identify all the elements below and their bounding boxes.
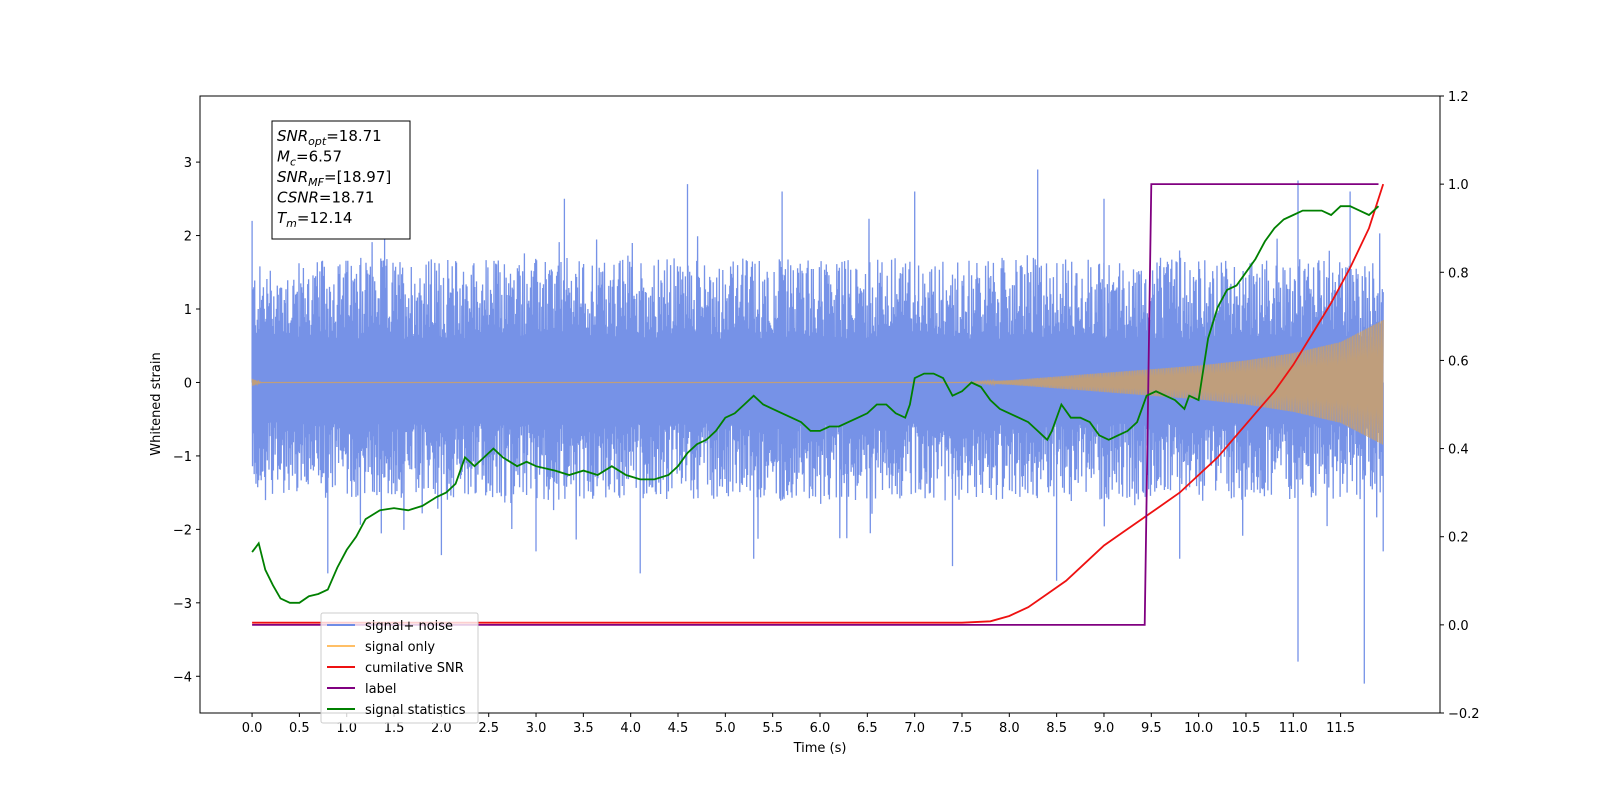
legend: signal+ noise signal only cumilative SNR la… <box>320 612 479 724</box>
x-tick-label: 1.5 <box>384 721 405 736</box>
x-tick-label: 2.5 <box>478 721 499 736</box>
y-left-tick-label: 2 <box>184 230 192 245</box>
info-line: Tm=12.14 <box>277 209 352 230</box>
x-tick-label: 2.0 <box>431 721 452 736</box>
ticks-layer: 0.0 0.5 1.0 1.5 2.0 2.5 3.0 3.5 4.0 4.5 5.0 5.5 6.0 6… <box>173 90 1480 736</box>
legend-label: signal+ noise <box>365 619 453 634</box>
y-left-tick-label: 0 <box>184 376 192 391</box>
x-tick-label: 1.0 <box>336 721 357 736</box>
y-left-tick-label: 3 <box>184 156 192 171</box>
y-left-tick-label: −1 <box>173 450 192 465</box>
y-left-tick-label: −2 <box>173 523 192 538</box>
legend-label: signal only <box>365 640 435 655</box>
x-tick-label: 9.5 <box>1141 721 1162 736</box>
x-tick-label: 4.0 <box>620 721 641 736</box>
y-right-tick-label: 0.6 <box>1448 354 1469 369</box>
y-right-tick-label: 0.8 <box>1448 266 1469 281</box>
x-tick-label: 11.0 <box>1279 721 1308 736</box>
legend-label: label <box>365 682 396 697</box>
y-left-tick-label: −3 <box>173 597 192 612</box>
x-tick-label: 0.5 <box>289 721 310 736</box>
legend-frame <box>320 612 479 724</box>
series-signal-only <box>251 319 1384 445</box>
y-right-tick-label: 0.2 <box>1448 531 1469 546</box>
x-tick-label: 8.5 <box>1046 721 1067 736</box>
info-line: Mc=6.57 <box>277 148 342 169</box>
x-tick-label: 10.5 <box>1231 721 1260 736</box>
y-right-tick-label: 1.0 <box>1448 178 1469 193</box>
x-axis-label: Time (s) <box>793 741 847 756</box>
info-line: SNRopt=18.71 <box>277 127 382 148</box>
x-tick-label: 5.0 <box>715 721 736 736</box>
info-line: CSNR=18.71 <box>277 189 374 207</box>
x-tick-label: 0.0 <box>242 721 263 736</box>
x-tick-label: 3.5 <box>573 721 594 736</box>
x-tick-label: 6.0 <box>810 721 831 736</box>
x-tick-label: 6.5 <box>857 721 878 736</box>
plot-layer <box>251 169 1385 684</box>
y-right-tick-label: 1.2 <box>1448 90 1469 105</box>
y-left-tick-label: −4 <box>173 670 192 685</box>
x-tick-label: 4.5 <box>668 721 689 736</box>
info-box-frame <box>271 120 411 240</box>
y-left-tick-label: 1 <box>184 303 192 318</box>
y-right-tick-label: 0.0 <box>1448 619 1469 634</box>
x-tick-label: 10.0 <box>1184 721 1213 736</box>
legend-label: signal statistics <box>365 703 466 718</box>
series-label <box>252 183 1379 626</box>
x-tick-label: 3.0 <box>526 721 547 736</box>
info-line: SNRMF=[18.97] <box>277 168 391 189</box>
x-tick-label: 7.0 <box>904 721 925 736</box>
x-tick-label: 11.5 <box>1326 721 1355 736</box>
legend-label: cumilative SNR <box>365 661 464 676</box>
series-signal-noise <box>251 169 1384 684</box>
y-right-tick-label: 0.4 <box>1448 443 1469 458</box>
x-tick-label: 9.0 <box>1094 721 1115 736</box>
series-cumulative-snr <box>252 183 1385 624</box>
info-box: SNRopt=18.71Mc=6.57SNRMF=[18.97]CSNR=18.… <box>271 120 411 240</box>
y-axis-label: Whitened strain <box>149 352 164 455</box>
y-right-tick-label: −0.2 <box>1448 707 1480 722</box>
x-tick-label: 8.0 <box>999 721 1020 736</box>
x-tick-label: 5.5 <box>762 721 783 736</box>
x-tick-label: 7.5 <box>952 721 973 736</box>
series-signal-statistics <box>251 205 1380 604</box>
